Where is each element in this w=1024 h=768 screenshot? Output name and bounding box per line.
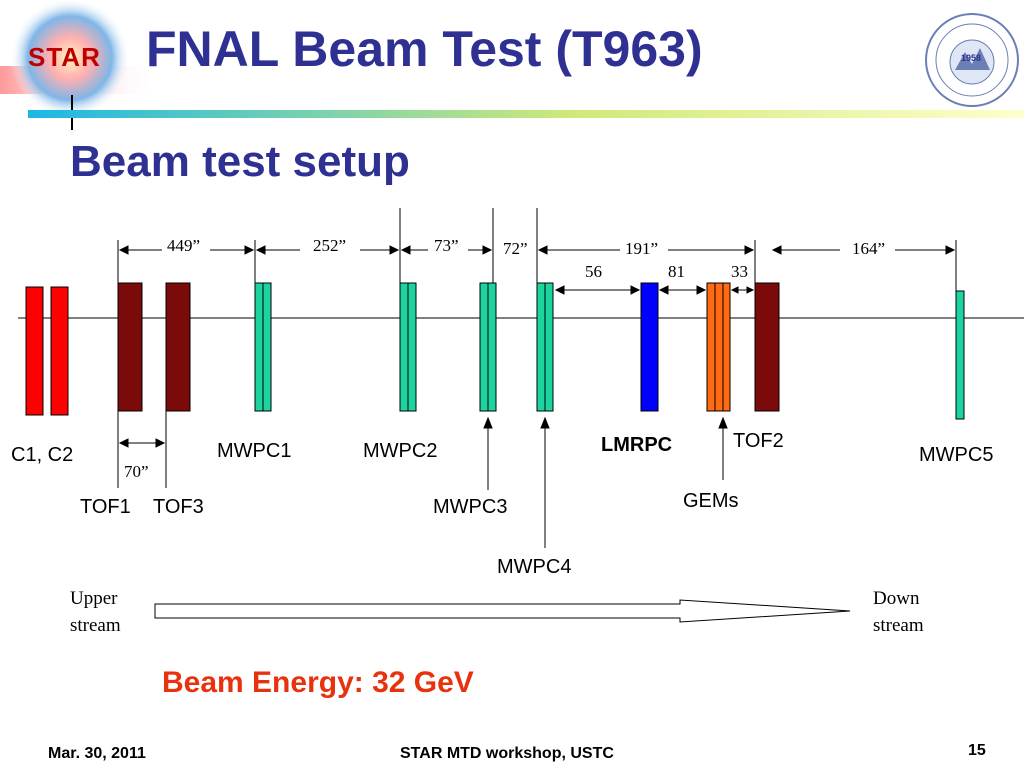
distance-164: 164” (852, 239, 886, 258)
detector-mwpc1 (254, 282, 272, 412)
label-tof1: TOF1 (80, 496, 131, 518)
distance-56: 56 (585, 262, 602, 281)
detector-mwpc4 (536, 282, 554, 412)
label-tof3: TOF3 (153, 496, 204, 518)
label-mwpc3: MWPC3 (433, 496, 508, 518)
downstream-label-line1: Down (873, 588, 920, 609)
label-mwpc2: MWPC2 (363, 440, 438, 462)
detector-c1 (25, 286, 44, 416)
beam-energy: Beam Energy: 32 GeV (162, 666, 474, 699)
detector-mwpc3 (479, 282, 497, 412)
pointer-arrows (483, 416, 728, 548)
label-gems: GEMs (683, 490, 739, 512)
footer-event: STAR MTD workshop, USTC (400, 745, 614, 762)
distance-81: 81 (668, 262, 685, 281)
upstream-label-line2: stream (70, 615, 121, 636)
beam-direction-arrow (154, 599, 851, 623)
distance-33: 33 (731, 262, 748, 281)
distance-191: 191” (625, 239, 659, 258)
distance-449: 449” (167, 236, 201, 255)
university-seal-icon (925, 13, 1019, 107)
distance-252: 252” (313, 236, 347, 255)
distance-73: 73” (434, 236, 459, 255)
detector-tof1 (117, 282, 143, 412)
detector-c2 (50, 286, 69, 416)
label-mwpc1: MWPC1 (217, 440, 292, 462)
label-mwpc5: MWPC5 (919, 444, 994, 466)
footer-date: Mar. 30, 2011 (48, 745, 146, 762)
detector-tof3 (165, 282, 191, 412)
slide-subtitle: Beam test setup (70, 137, 410, 186)
detector-mwpc5 (955, 290, 965, 420)
distance-70: 70” (124, 462, 149, 481)
detector-mwpc2 (399, 282, 417, 412)
detector-gems (706, 282, 731, 412)
label-mwpc4: MWPC4 (497, 556, 572, 578)
header-bar (28, 110, 1024, 118)
dimension-arrows (118, 245, 956, 448)
page-number: 15 (968, 742, 986, 759)
label-tof2: TOF2 (733, 430, 784, 452)
detector-lmrpc (640, 282, 659, 412)
slide-title: FNAL Beam Test (T963) (146, 21, 703, 77)
label-lmrpc: LMRPC (601, 434, 673, 456)
reference-lines (117, 208, 957, 488)
star-logo-text: STAR (28, 42, 101, 72)
downstream-label-line2: stream (873, 615, 924, 636)
detector-tof2 (754, 282, 780, 412)
upstream-label-line1: Upper (70, 588, 118, 609)
label-c1-c2: C1, C2 (11, 444, 74, 466)
seal-year: 1958 (961, 53, 982, 63)
distance-72: 72” (503, 239, 528, 258)
